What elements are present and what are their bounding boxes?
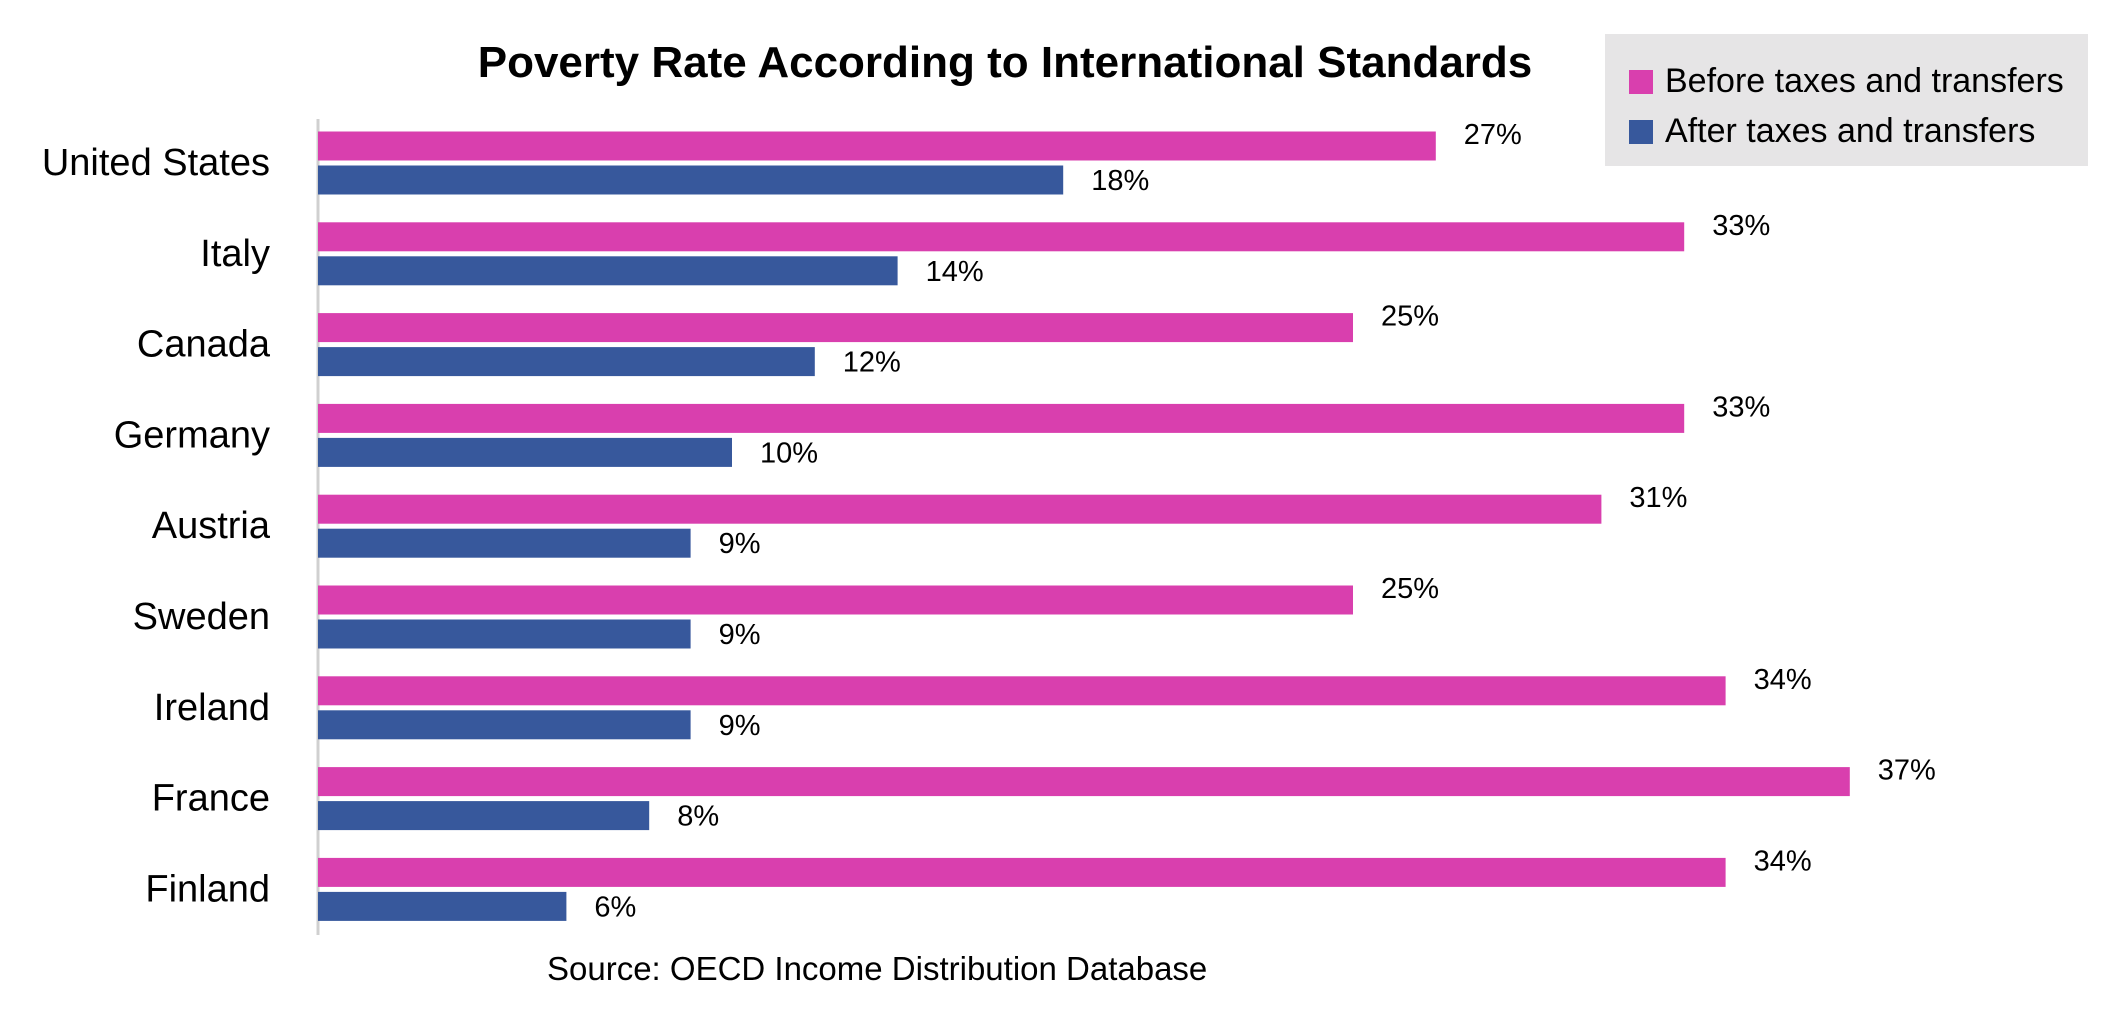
data-label: 33% [1712,391,1770,423]
bar-before [318,222,1685,252]
legend-swatch-before [1629,69,1653,94]
category-label: Austria [152,505,271,547]
data-label: 34% [1754,664,1812,696]
bar-after [318,801,650,831]
data-label: 37% [1878,755,1936,787]
bar-after [318,528,691,558]
bar-after [318,165,1064,195]
data-label: 14% [926,256,984,288]
bar-before [318,494,1602,524]
bar-before [318,403,1685,433]
data-label: 8% [677,801,719,833]
legend-swatch-after [1629,119,1653,144]
bar-before [318,857,1726,887]
data-label: 34% [1754,845,1812,877]
category-label: Ireland [154,687,270,729]
data-label: 27% [1464,119,1522,151]
category-label: Canada [137,324,271,366]
source-note: Source: OECD Income Distribution Databas… [547,950,1208,987]
data-label: 10% [760,437,818,469]
data-label: 25% [1381,573,1439,605]
chart-title: Poverty Rate According to International … [477,38,1533,87]
bar-before [318,767,1850,797]
data-label: 9% [719,619,761,651]
category-label: United States [42,142,270,184]
bar-before [318,313,1353,343]
data-label: 6% [594,891,636,923]
data-label: 12% [843,347,901,379]
legend-item-before: Before taxes and transfers [1629,62,2064,101]
bar-before [318,585,1353,615]
category-label: Finland [145,868,270,910]
legend-label-after: After taxes and transfers [1665,112,2036,150]
legend: Before taxes and transfers After taxes a… [1605,34,2088,166]
data-label: 18% [1091,165,1149,197]
bar-after [318,891,567,921]
data-label: 9% [719,710,761,742]
bar-before [318,676,1726,706]
legend-item-after: After taxes and transfers [1629,112,2035,151]
category-label: Sweden [133,596,270,638]
data-label: 33% [1712,210,1770,242]
bar-after [318,437,732,467]
data-label: 31% [1629,482,1687,514]
data-label: 9% [719,528,761,560]
bar-after [318,710,691,740]
data-label: 25% [1381,301,1439,333]
bar-after [318,619,691,649]
bar-before [318,131,1436,161]
category-label: Germany [114,414,270,456]
bar-after [318,347,815,377]
category-label: Italy [200,233,270,275]
bar-after [318,256,898,286]
legend-label-before: Before taxes and transfers [1665,62,2064,100]
category-label: France [152,778,270,820]
